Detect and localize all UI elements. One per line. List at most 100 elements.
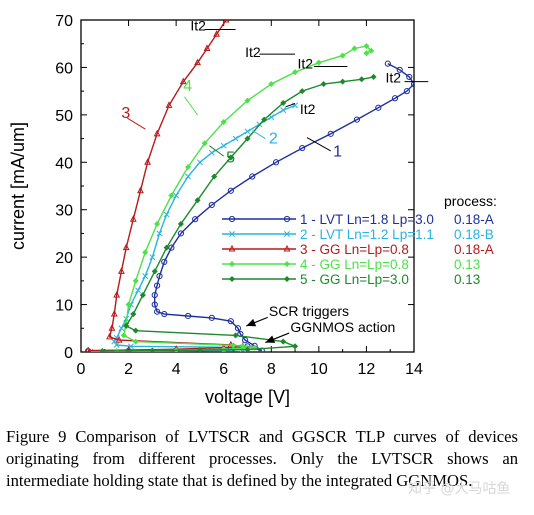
y-tick-label: 20 [55, 250, 73, 267]
series-5-point [320, 81, 327, 88]
series-1-point [184, 312, 192, 320]
series-4-point [132, 277, 139, 284]
series-5-point [99, 348, 106, 352]
series-5-point [211, 173, 218, 180]
legend-swatch-marker [228, 260, 236, 268]
series-5-point [244, 135, 251, 142]
legend-label: 4 - GG Ln=Lp=0.8 [300, 257, 409, 272]
series-1-point [208, 314, 215, 321]
series-3-point [113, 291, 121, 298]
series-4-point [154, 220, 161, 227]
series-5-point [292, 343, 299, 350]
series-3-point [108, 324, 116, 331]
leader-line [209, 145, 225, 157]
series-3-point [222, 20, 230, 23]
it2-label: It2 [297, 55, 313, 71]
figure-caption: Figure 9 Comparison of LVTSCR and GGSCR … [6, 427, 518, 490]
series-4-point [292, 69, 299, 76]
series-4 [113, 43, 375, 352]
y-axis-label: current [mA/um] [8, 122, 28, 250]
series-2-point [244, 128, 251, 135]
series-1-point [249, 173, 256, 180]
series-1-point [384, 60, 391, 67]
series-5-point [339, 78, 346, 85]
series-4-point [268, 81, 275, 88]
series-1-point [161, 258, 168, 265]
series-5-point [244, 346, 251, 352]
leader-line [251, 130, 266, 139]
series-4-point [239, 343, 246, 350]
series-3 [85, 20, 247, 352]
series-3-point [165, 101, 173, 108]
series-4-point [125, 301, 132, 308]
legend-swatch-marker [283, 215, 291, 223]
series-3-point [213, 30, 221, 37]
x-tick-label: 6 [219, 361, 228, 378]
series-2-point [185, 173, 191, 180]
series-1-point [391, 95, 399, 102]
series-3-point [144, 158, 152, 165]
legend-swatch-marker [284, 231, 290, 237]
series-1-point [327, 130, 334, 137]
legend-process: 0.18-B [454, 227, 494, 242]
series-5-point [139, 292, 146, 299]
series-1-point [208, 201, 215, 209]
series-3-point [122, 243, 130, 251]
series-3-line [88, 20, 243, 352]
legend-process: 0.18-A [454, 242, 494, 257]
curve-label-1: 1 [333, 144, 342, 161]
series-2-point [135, 287, 142, 294]
x-axis-label: voltage [V] [205, 387, 290, 407]
series-3-point [203, 44, 211, 51]
watermark: 知乎 @大马咕鱼 [408, 481, 511, 497]
annotation-label: SCR triggers [269, 303, 349, 319]
it2-label: It2 [385, 70, 401, 86]
series-1-point [154, 308, 161, 315]
series-5-point [370, 73, 377, 80]
series-1-point [272, 159, 280, 166]
curve-label-3: 3 [121, 105, 130, 122]
series-4-point [363, 50, 370, 57]
y-tick-label: 40 [55, 155, 73, 172]
series-3-point [153, 129, 161, 137]
series-4-point [368, 47, 375, 54]
legend-swatch-marker [283, 275, 291, 283]
series-5-point [232, 332, 239, 339]
series-4-point [168, 192, 175, 199]
x-tick-label: 2 [124, 361, 133, 378]
series-3-point [194, 58, 201, 66]
series-5-point [299, 88, 306, 95]
series-1-point [242, 337, 249, 344]
series-2-point [142, 273, 149, 280]
series-4-point [142, 249, 149, 256]
series-3-point [129, 215, 137, 222]
series-5-point [280, 99, 287, 107]
series-1-point [396, 66, 403, 73]
annotation-label: GGNMOS action [290, 319, 395, 335]
x-tick-label: 0 [77, 361, 86, 378]
series-5-point [261, 116, 268, 123]
series-4-point [230, 342, 237, 349]
y-tick-label: 60 [55, 60, 73, 77]
series-3-point [106, 332, 113, 340]
x-tick-label: 14 [405, 361, 423, 378]
series-1-point [299, 144, 306, 152]
series-2-point [280, 107, 287, 114]
series-1-point [156, 273, 163, 280]
y-tick-label: 30 [55, 203, 73, 220]
legend-label: 3 - GG Ln=Lp=0.8 [300, 242, 409, 257]
series-2-point [208, 149, 215, 156]
series-2-point [118, 325, 125, 332]
series-2-point [220, 142, 227, 149]
series-1-point [161, 310, 168, 318]
series-1-line [88, 62, 414, 352]
series-1-point [406, 73, 413, 81]
legend-swatch-marker [229, 231, 235, 237]
legend-swatch-marker [283, 260, 291, 268]
series-4-point [185, 164, 192, 171]
plot-frame [80, 19, 415, 353]
series-5-point [358, 76, 365, 83]
legend-item-3: 3 - GG Ln=Lp=0.8 0.18-A [222, 242, 494, 257]
scr-trigger-arrow-head [246, 318, 257, 327]
